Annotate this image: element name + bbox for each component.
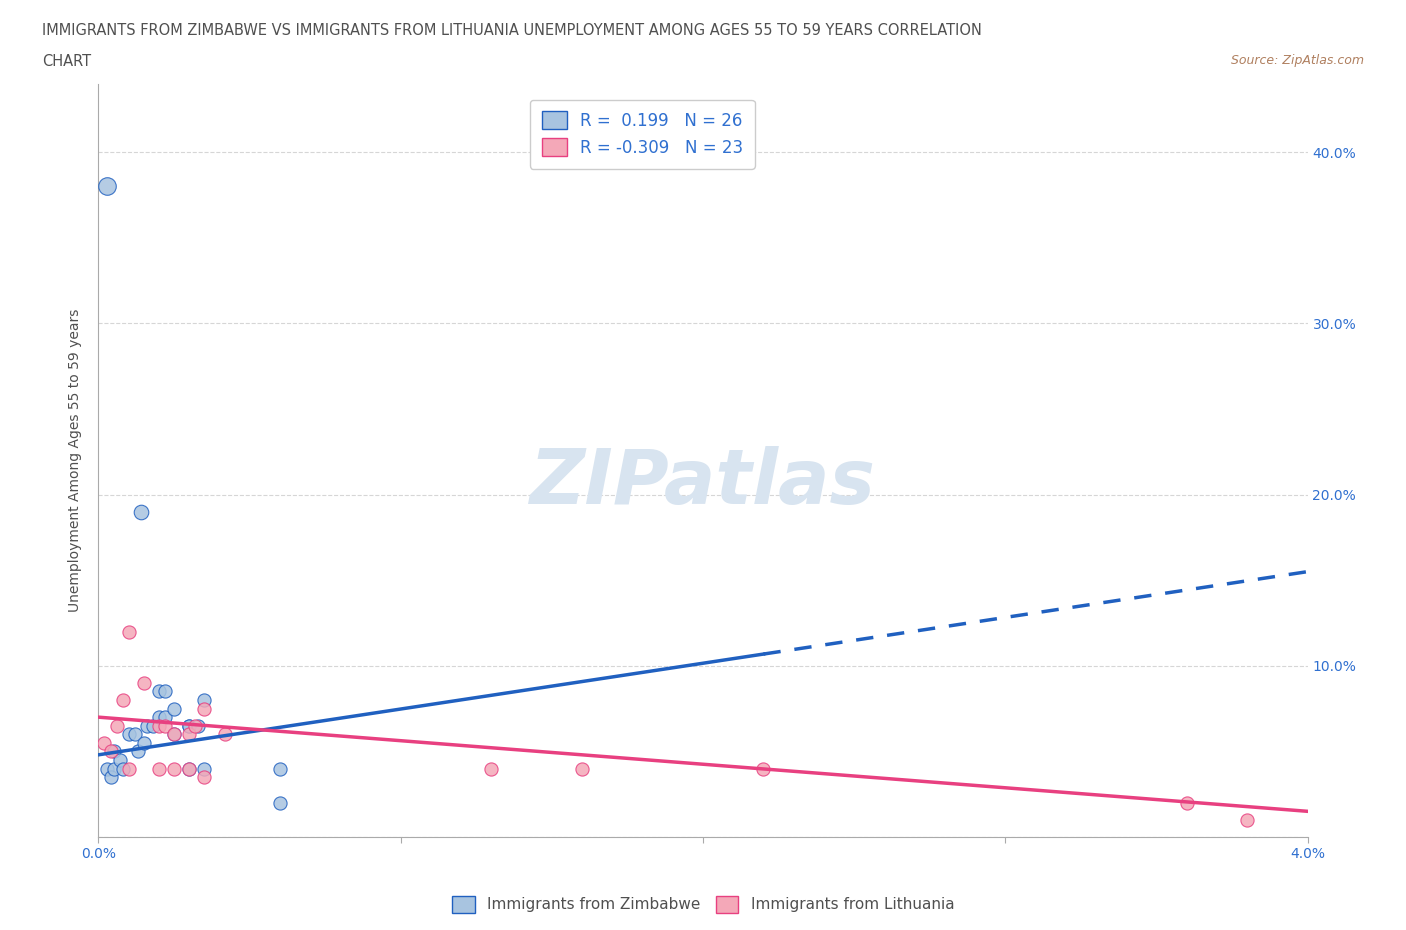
Point xyxy=(105,718,128,733)
Point xyxy=(132,736,155,751)
Point xyxy=(142,718,165,733)
Point xyxy=(148,718,170,733)
Text: ZIPatlas: ZIPatlas xyxy=(530,446,876,520)
Point xyxy=(118,727,141,742)
Point xyxy=(93,736,115,751)
Point xyxy=(179,718,201,733)
Point xyxy=(132,675,155,690)
Point xyxy=(179,761,201,776)
Point xyxy=(187,718,209,733)
Point xyxy=(135,718,157,733)
Point xyxy=(103,744,125,759)
Point xyxy=(100,770,122,785)
Point xyxy=(163,701,186,716)
Point xyxy=(214,727,236,742)
Point xyxy=(148,684,170,699)
Point xyxy=(96,761,118,776)
Point xyxy=(153,684,176,699)
Point xyxy=(269,761,291,776)
Point xyxy=(1175,795,1198,810)
Point xyxy=(111,761,134,776)
Point xyxy=(184,718,207,733)
Point xyxy=(148,761,170,776)
Point xyxy=(163,727,186,742)
Point xyxy=(129,504,152,519)
Point xyxy=(118,761,141,776)
Point xyxy=(193,693,215,708)
Point xyxy=(163,727,186,742)
Point xyxy=(111,693,134,708)
Point xyxy=(193,701,215,716)
Point xyxy=(96,179,118,193)
Point xyxy=(153,710,176,724)
Point xyxy=(179,761,201,776)
Point xyxy=(179,718,201,733)
Point xyxy=(571,761,593,776)
Point xyxy=(100,744,122,759)
Point xyxy=(163,761,186,776)
Point xyxy=(481,761,503,776)
Point xyxy=(193,761,215,776)
Text: CHART: CHART xyxy=(42,54,91,69)
Point xyxy=(752,761,775,776)
Point xyxy=(269,795,291,810)
Point xyxy=(118,624,141,639)
Point xyxy=(1236,813,1258,828)
Point xyxy=(148,710,170,724)
Y-axis label: Unemployment Among Ages 55 to 59 years: Unemployment Among Ages 55 to 59 years xyxy=(69,309,83,612)
Text: IMMIGRANTS FROM ZIMBABWE VS IMMIGRANTS FROM LITHUANIA UNEMPLOYMENT AMONG AGES 55: IMMIGRANTS FROM ZIMBABWE VS IMMIGRANTS F… xyxy=(42,23,981,38)
Point xyxy=(127,744,149,759)
Point xyxy=(179,727,201,742)
Legend: Immigrants from Zimbabwe, Immigrants from Lithuania: Immigrants from Zimbabwe, Immigrants fro… xyxy=(446,890,960,919)
Point xyxy=(124,727,146,742)
Point xyxy=(108,752,131,767)
Point xyxy=(103,761,125,776)
Point xyxy=(193,770,215,785)
Point xyxy=(153,718,176,733)
Text: Source: ZipAtlas.com: Source: ZipAtlas.com xyxy=(1230,54,1364,67)
